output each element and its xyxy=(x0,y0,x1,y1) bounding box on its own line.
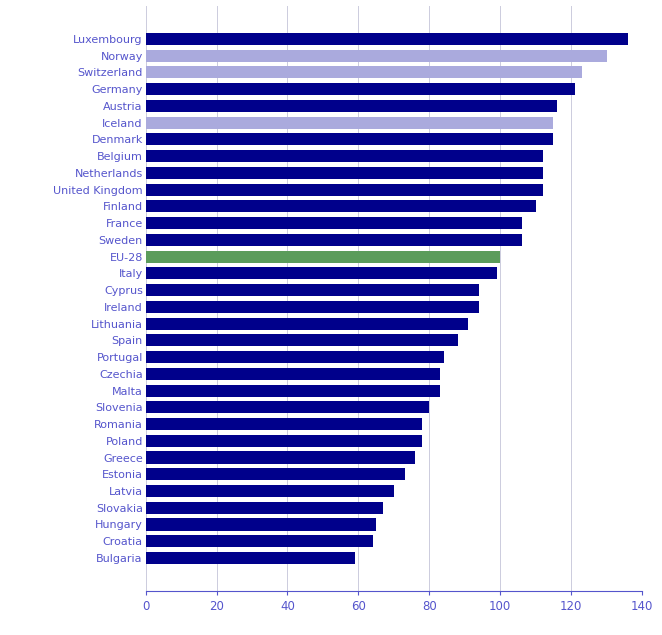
Bar xyxy=(146,184,543,196)
Bar xyxy=(146,150,543,162)
Bar xyxy=(146,100,557,112)
Bar xyxy=(146,133,553,145)
Bar xyxy=(146,67,582,79)
Bar xyxy=(146,50,606,62)
Bar xyxy=(146,334,457,346)
Bar xyxy=(146,435,422,447)
Bar xyxy=(146,33,628,45)
Bar xyxy=(146,167,543,179)
Bar xyxy=(146,301,479,313)
Bar xyxy=(146,485,394,497)
Bar xyxy=(146,518,376,530)
Bar xyxy=(146,552,355,564)
Bar xyxy=(146,251,500,263)
Bar xyxy=(146,83,575,95)
Bar xyxy=(146,368,440,380)
Bar xyxy=(146,468,404,480)
Bar xyxy=(146,318,469,330)
Bar xyxy=(146,117,553,129)
Bar xyxy=(146,284,479,296)
Bar xyxy=(146,234,522,246)
Bar xyxy=(146,451,415,464)
Bar xyxy=(146,401,430,413)
Bar xyxy=(146,200,536,212)
Bar xyxy=(146,217,522,229)
Bar xyxy=(146,385,440,397)
Bar xyxy=(146,535,373,547)
Bar xyxy=(146,267,496,279)
Bar xyxy=(146,418,422,430)
Bar xyxy=(146,502,383,514)
Bar xyxy=(146,351,444,363)
